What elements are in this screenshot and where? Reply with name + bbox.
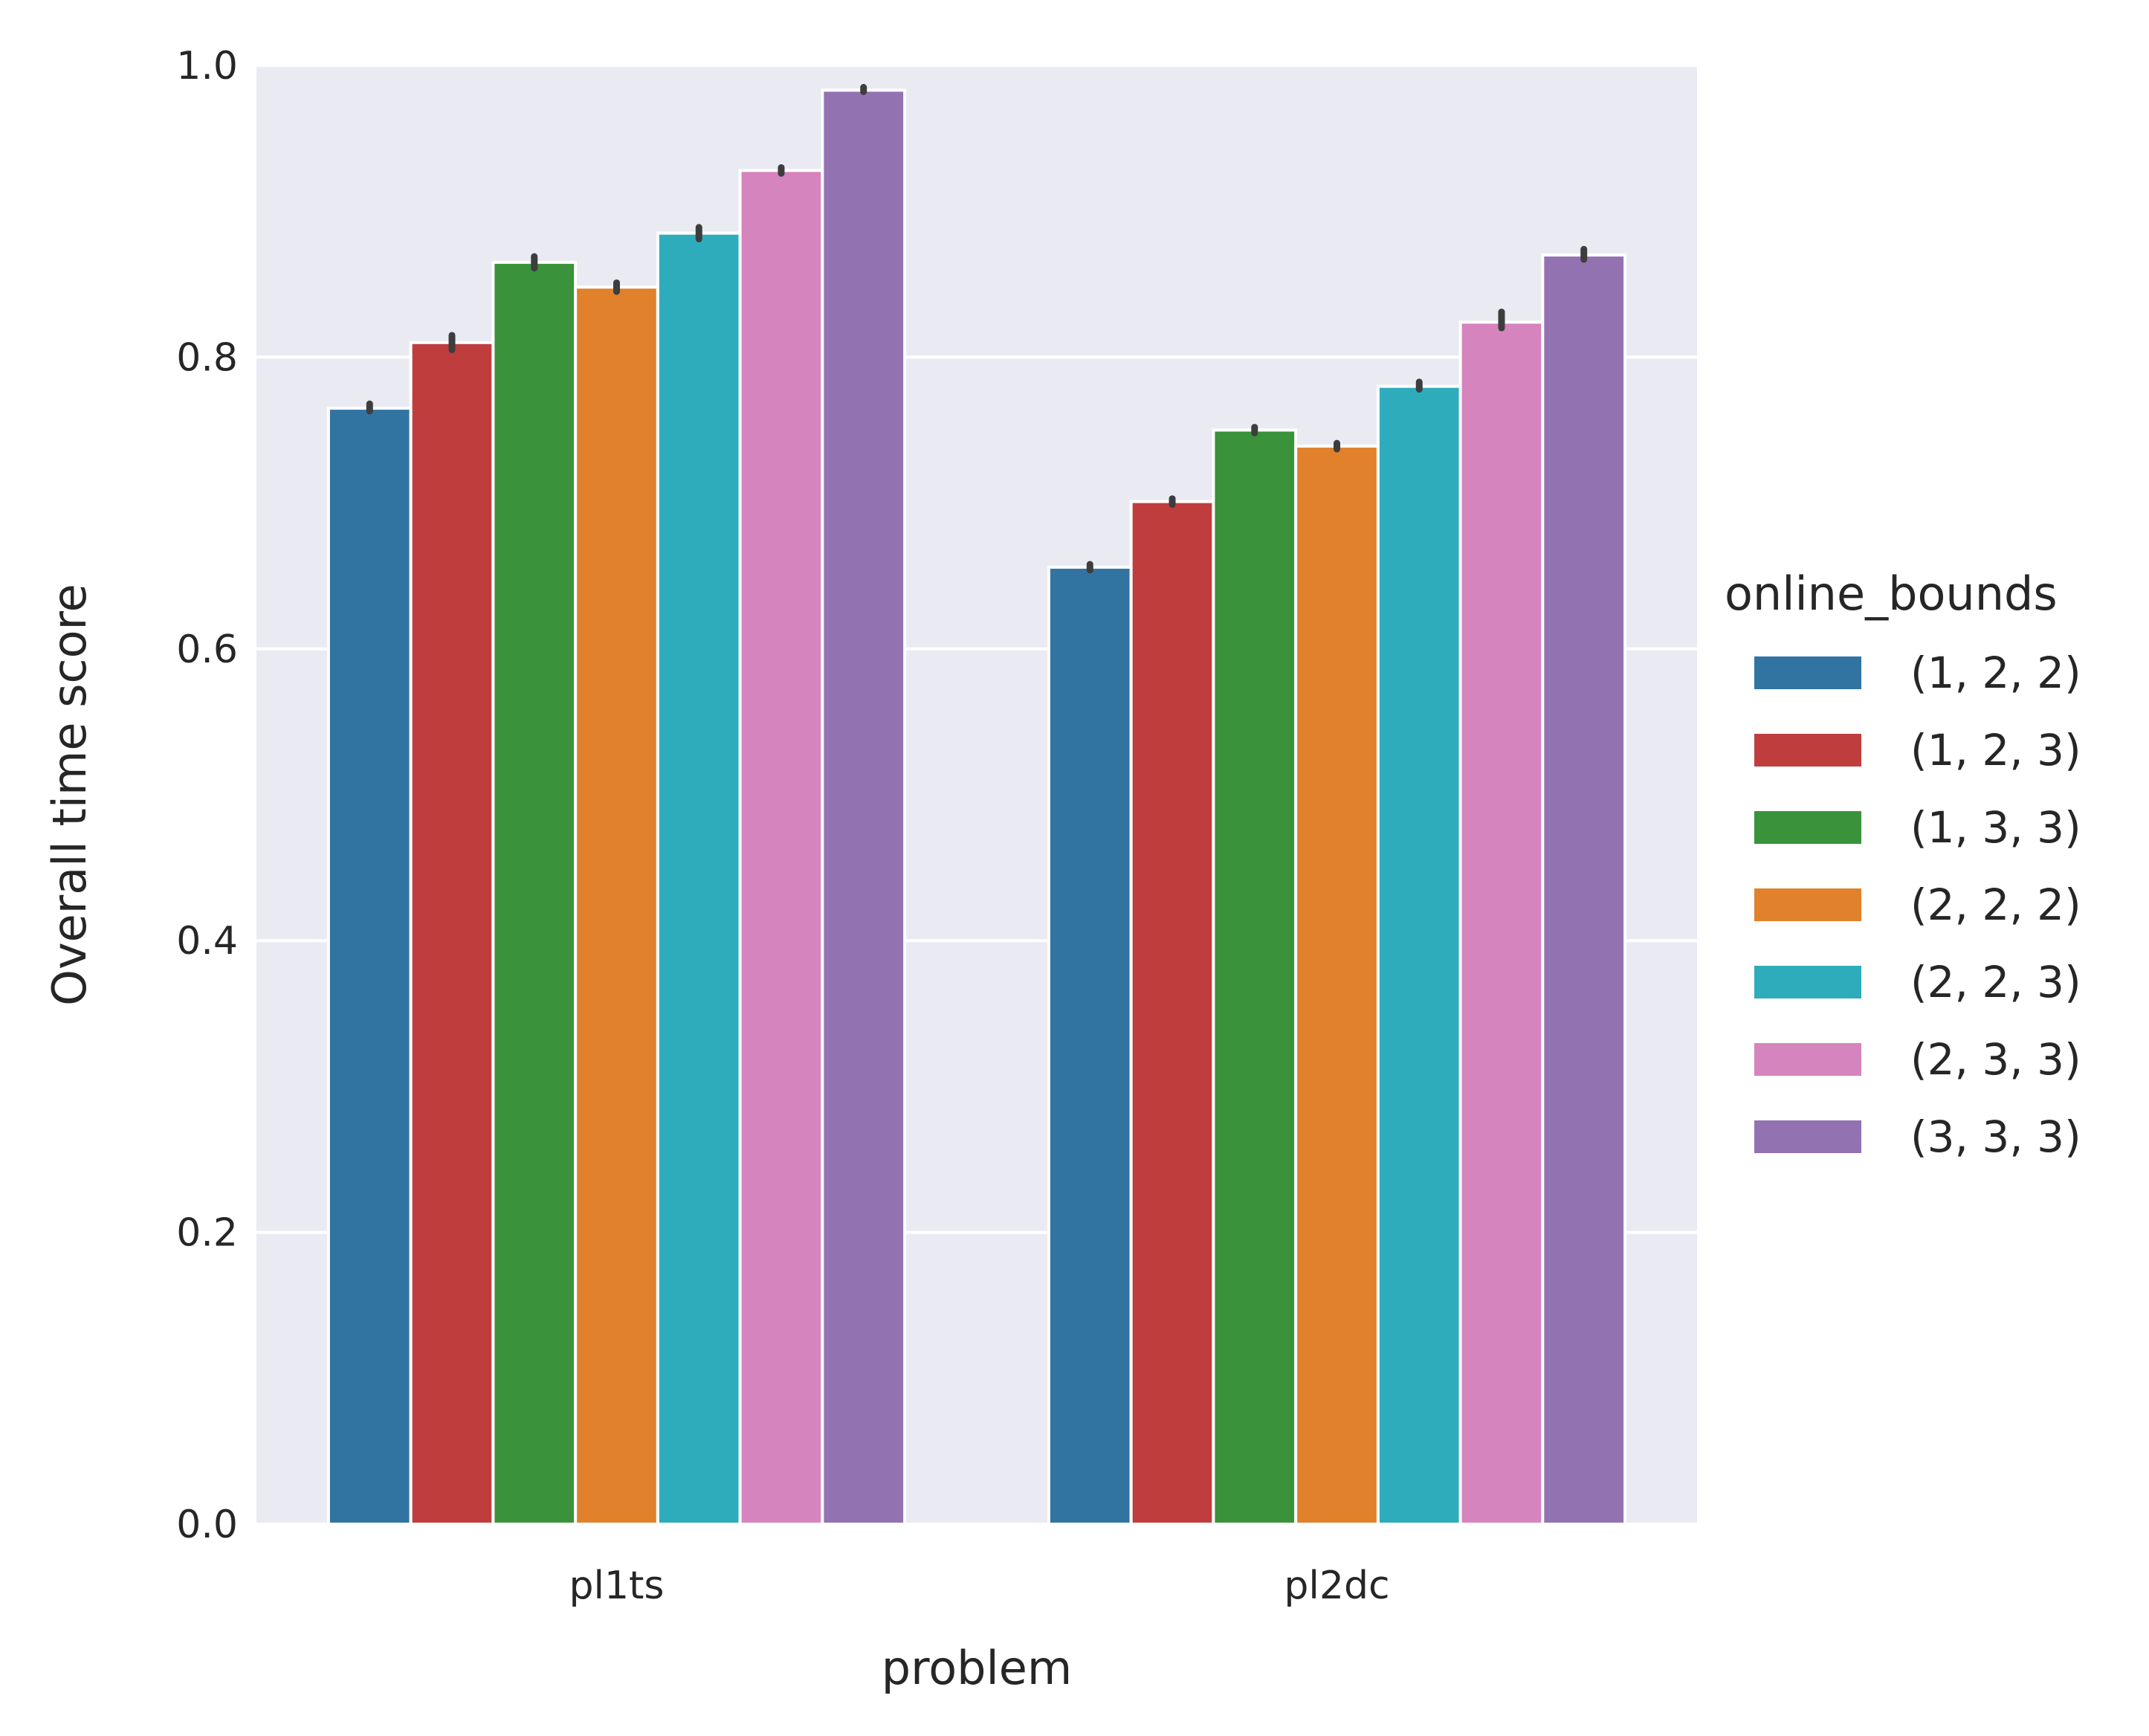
y-tick-label: 0.6 — [176, 627, 238, 672]
legend-label: (2, 2, 3) — [1910, 957, 2081, 1007]
y-tick-label: 0.8 — [176, 335, 238, 380]
y-tick-label: 1.0 — [176, 44, 238, 88]
legend-label: (1, 2, 3) — [1910, 725, 2081, 775]
y-axis-label: Overall time score — [42, 584, 97, 1006]
legend-label: (2, 3, 3) — [1910, 1034, 2081, 1085]
legend-swatch — [1754, 656, 1861, 689]
bar — [574, 285, 659, 1526]
legend-items: (1, 2, 2) (1, 2, 3) (1, 3, 3) (2, 2, 2) (2, … — [1754, 648, 2081, 1162]
bar — [1541, 254, 1627, 1526]
legend-swatch — [1754, 1120, 1861, 1153]
legend-swatch — [1754, 811, 1861, 844]
legend-label: (1, 3, 3) — [1910, 802, 2081, 853]
bar — [656, 231, 742, 1526]
y-tick-label: 0.0 — [176, 1503, 238, 1547]
legend-label: (1, 2, 2) — [1910, 648, 2081, 698]
legend: online_bounds (1, 2, 2) (1, 2, 3) (1, 3, 3… — [1725, 567, 2081, 1162]
x-tick-labels: pl1ts pl2dc — [569, 1564, 1389, 1608]
x-tick-label: pl1ts — [569, 1564, 664, 1608]
legend-swatch — [1754, 734, 1861, 767]
bar — [1458, 320, 1545, 1526]
bar — [491, 260, 578, 1526]
bar — [1294, 445, 1380, 1526]
bar — [409, 341, 495, 1526]
legend-label: (3, 3, 3) — [1910, 1111, 2081, 1162]
bars — [326, 88, 1627, 1526]
y-tick-label: 0.2 — [176, 1211, 238, 1256]
legend-swatch — [1754, 888, 1861, 921]
legend-label: (2, 2, 2) — [1910, 880, 2081, 930]
y-tick-labels: 0.0 0.2 0.4 0.6 0.8 1.0 — [176, 44, 238, 1547]
bar — [326, 407, 413, 1526]
bar — [738, 169, 824, 1526]
bar — [1129, 500, 1215, 1526]
bar — [1212, 428, 1298, 1526]
bar — [821, 88, 907, 1526]
legend-swatch — [1754, 966, 1861, 998]
x-tick-label: pl2dc — [1284, 1564, 1389, 1608]
bar — [1376, 384, 1462, 1526]
error-bars — [366, 83, 1588, 574]
bar — [1047, 565, 1133, 1526]
legend-swatch — [1754, 1043, 1861, 1076]
legend-title: online_bounds — [1725, 567, 2058, 621]
y-tick-label: 0.4 — [176, 919, 238, 964]
x-axis-label: problem — [882, 1641, 1073, 1695]
